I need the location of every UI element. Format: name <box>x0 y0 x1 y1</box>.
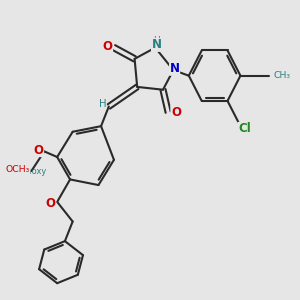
Text: methoxy: methoxy <box>11 167 47 176</box>
Text: O: O <box>103 40 112 53</box>
Text: N: N <box>169 62 180 75</box>
Text: H: H <box>153 36 160 45</box>
Text: O: O <box>34 143 44 157</box>
Text: O: O <box>171 106 181 118</box>
Text: O: O <box>46 197 56 210</box>
Text: CH₃: CH₃ <box>274 71 291 80</box>
Text: OCH₃: OCH₃ <box>6 165 30 174</box>
Text: H: H <box>99 99 106 109</box>
Text: Cl: Cl <box>238 122 251 136</box>
Text: N: N <box>152 38 161 51</box>
